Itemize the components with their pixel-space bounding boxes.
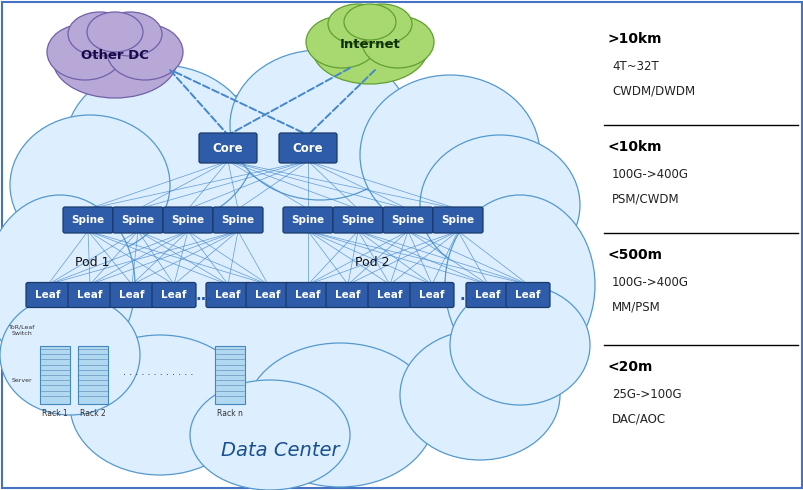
Ellipse shape xyxy=(312,12,427,84)
Text: PSM/CWDM: PSM/CWDM xyxy=(611,192,679,205)
Text: CWDM/DWDM: CWDM/DWDM xyxy=(611,84,695,97)
FancyBboxPatch shape xyxy=(466,283,509,308)
Text: Leaf: Leaf xyxy=(77,290,103,300)
FancyBboxPatch shape xyxy=(68,283,112,308)
FancyBboxPatch shape xyxy=(325,283,369,308)
FancyBboxPatch shape xyxy=(286,283,329,308)
FancyBboxPatch shape xyxy=(78,346,108,404)
FancyBboxPatch shape xyxy=(63,207,113,233)
Ellipse shape xyxy=(65,65,255,225)
Text: Spine: Spine xyxy=(71,215,104,225)
FancyBboxPatch shape xyxy=(110,283,154,308)
Text: ...: ... xyxy=(459,288,476,302)
Text: Spine: Spine xyxy=(341,215,374,225)
FancyBboxPatch shape xyxy=(433,207,483,233)
Ellipse shape xyxy=(87,12,143,52)
Text: Leaf: Leaf xyxy=(161,290,186,300)
Text: 100G->400G: 100G->400G xyxy=(611,276,688,289)
Text: Server: Server xyxy=(12,377,32,383)
Ellipse shape xyxy=(107,24,183,80)
FancyBboxPatch shape xyxy=(113,207,163,233)
Text: DAC/AOC: DAC/AOC xyxy=(611,412,666,425)
Ellipse shape xyxy=(361,16,434,68)
FancyBboxPatch shape xyxy=(283,207,332,233)
FancyBboxPatch shape xyxy=(410,283,454,308)
FancyBboxPatch shape xyxy=(214,346,245,404)
Text: Leaf: Leaf xyxy=(418,290,444,300)
Text: Rack 1: Rack 1 xyxy=(42,409,67,418)
Ellipse shape xyxy=(360,75,540,235)
Ellipse shape xyxy=(47,24,123,80)
Text: Rack n: Rack n xyxy=(217,409,243,418)
Text: Leaf: Leaf xyxy=(295,290,320,300)
Ellipse shape xyxy=(98,12,161,56)
Ellipse shape xyxy=(400,330,560,460)
Text: Rack 2: Rack 2 xyxy=(80,409,106,418)
Ellipse shape xyxy=(230,50,410,200)
Text: Internet: Internet xyxy=(339,38,400,50)
Text: ...: ... xyxy=(195,288,212,302)
Text: Leaf: Leaf xyxy=(475,290,500,300)
Text: Core: Core xyxy=(292,142,323,154)
FancyBboxPatch shape xyxy=(279,133,336,163)
Text: 25G->100G: 25G->100G xyxy=(611,388,681,401)
Ellipse shape xyxy=(450,285,589,405)
Text: Pod 1: Pod 1 xyxy=(75,255,109,269)
Text: 4T~32T: 4T~32T xyxy=(611,60,658,73)
Ellipse shape xyxy=(0,195,135,375)
Ellipse shape xyxy=(328,4,388,44)
Text: Spine: Spine xyxy=(391,215,424,225)
Text: Spine: Spine xyxy=(441,215,474,225)
Text: >10km: >10km xyxy=(607,32,662,46)
Text: <10km: <10km xyxy=(607,140,662,154)
Text: · · · · · · · · · · · ·: · · · · · · · · · · · · xyxy=(123,370,193,380)
Ellipse shape xyxy=(0,295,140,415)
FancyBboxPatch shape xyxy=(213,207,263,233)
Ellipse shape xyxy=(10,115,169,255)
FancyBboxPatch shape xyxy=(163,207,213,233)
FancyBboxPatch shape xyxy=(26,283,70,308)
FancyBboxPatch shape xyxy=(332,207,382,233)
FancyBboxPatch shape xyxy=(206,283,250,308)
Text: Data Center: Data Center xyxy=(221,441,339,460)
Text: Spine: Spine xyxy=(291,215,324,225)
Text: Core: Core xyxy=(213,142,243,154)
Text: MM/PSM: MM/PSM xyxy=(611,300,660,313)
Text: <500m: <500m xyxy=(607,248,662,262)
Text: Pod 2: Pod 2 xyxy=(355,255,389,269)
Ellipse shape xyxy=(68,12,132,56)
Ellipse shape xyxy=(70,335,250,475)
Text: Other DC: Other DC xyxy=(81,49,149,62)
FancyBboxPatch shape xyxy=(40,346,70,404)
Ellipse shape xyxy=(190,380,349,490)
Text: Leaf: Leaf xyxy=(255,290,280,300)
Ellipse shape xyxy=(75,90,504,440)
Text: Spine: Spine xyxy=(171,215,204,225)
Text: <20m: <20m xyxy=(607,360,653,374)
FancyBboxPatch shape xyxy=(152,283,196,308)
Ellipse shape xyxy=(344,4,396,40)
Text: Spine: Spine xyxy=(121,215,154,225)
Text: Leaf: Leaf xyxy=(35,290,61,300)
Text: Spine: Spine xyxy=(221,215,255,225)
Text: Leaf: Leaf xyxy=(119,290,145,300)
Text: Leaf: Leaf xyxy=(377,290,402,300)
FancyBboxPatch shape xyxy=(368,283,411,308)
FancyBboxPatch shape xyxy=(505,283,549,308)
FancyBboxPatch shape xyxy=(246,283,290,308)
Ellipse shape xyxy=(306,16,377,68)
Text: Leaf: Leaf xyxy=(515,290,540,300)
FancyBboxPatch shape xyxy=(199,133,257,163)
Ellipse shape xyxy=(444,195,594,375)
Ellipse shape xyxy=(53,22,177,98)
Ellipse shape xyxy=(352,4,411,44)
Text: Leaf: Leaf xyxy=(335,290,361,300)
FancyBboxPatch shape xyxy=(382,207,433,233)
Ellipse shape xyxy=(245,343,434,487)
Text: Leaf: Leaf xyxy=(215,290,240,300)
Ellipse shape xyxy=(419,135,579,275)
Text: 100G->400G: 100G->400G xyxy=(611,168,688,181)
Text: ToR/Leaf
Switch: ToR/Leaf Switch xyxy=(9,324,35,336)
